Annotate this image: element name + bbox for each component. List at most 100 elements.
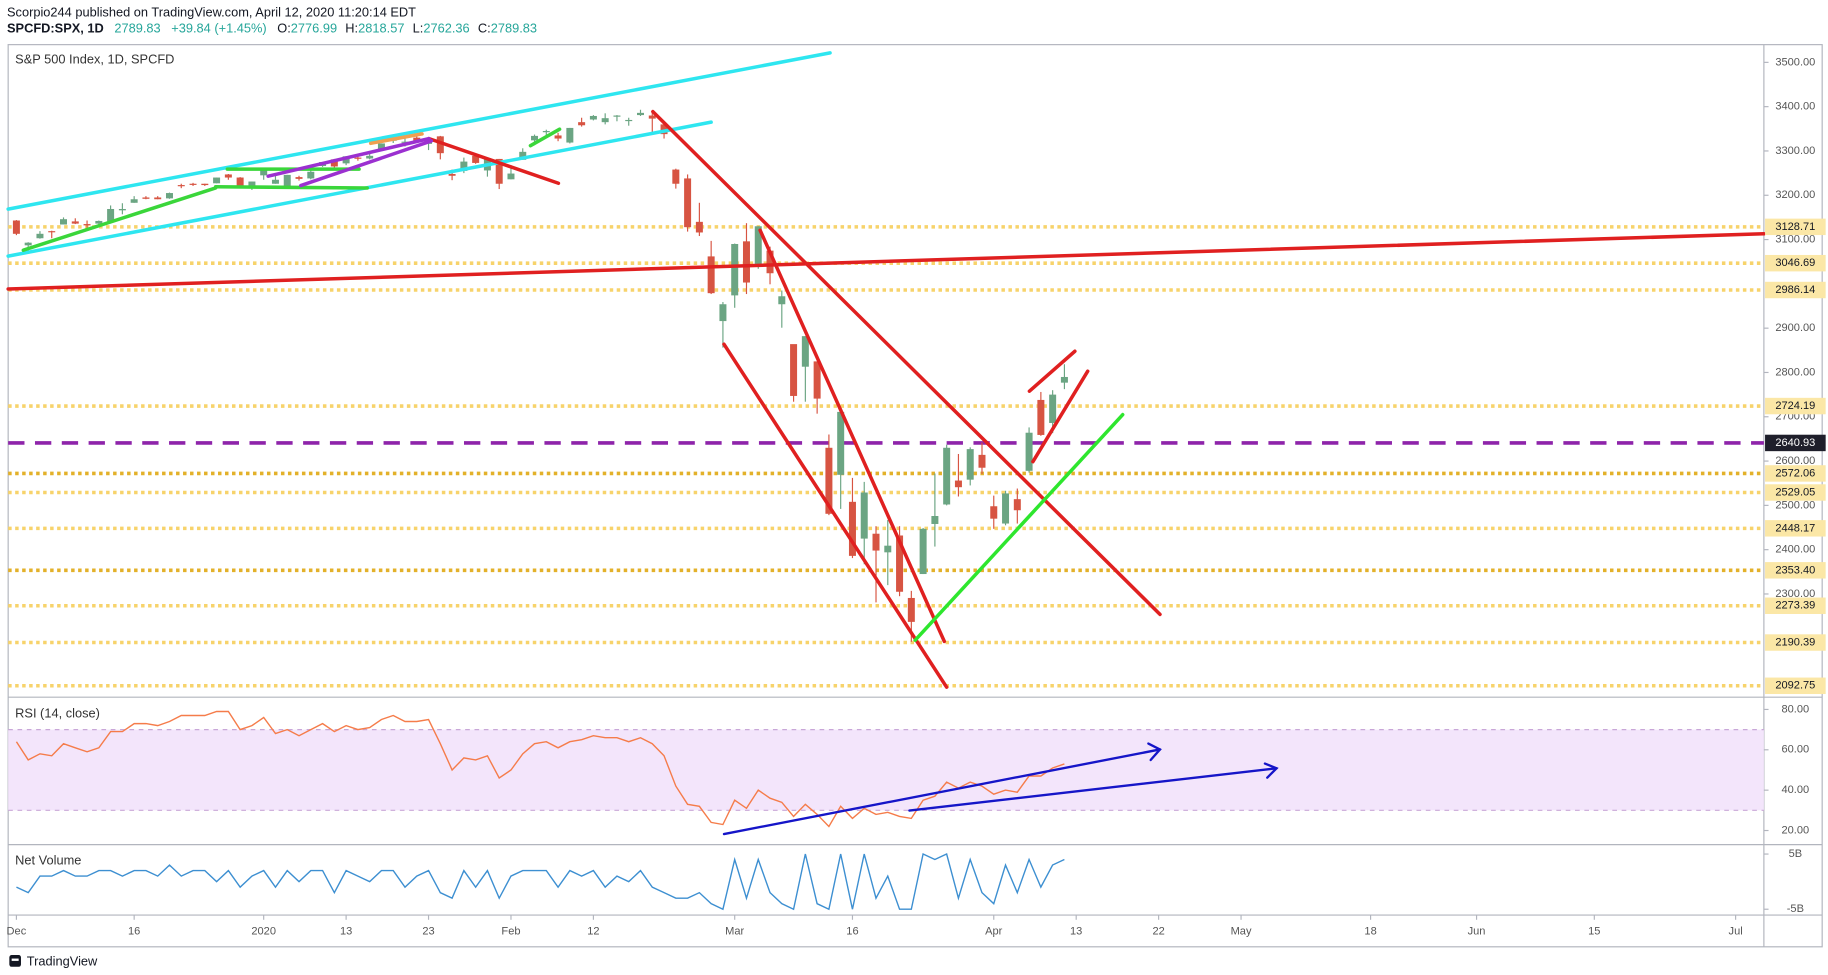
candle-body [707,256,715,294]
y-tick-label: 2900.00 [1775,322,1815,334]
trendline [266,136,431,178]
low-label: L: [413,21,424,36]
high-label: H: [345,21,358,36]
high: 2818.57 [358,21,404,36]
y-tick-label: 3300.00 [1775,145,1815,157]
brand-logo [11,958,19,961]
price-level-tag [1765,597,1826,614]
candle-body [283,174,291,188]
price-level-tag [1765,520,1826,537]
price-level-label: 2986.14 [1775,284,1815,296]
y-tick-label: 2600.00 [1775,455,1815,467]
trendline [913,412,1125,642]
x-tick-label: 2020 [251,925,276,937]
trendline [427,136,561,186]
candle-body [542,131,550,133]
price-level-tag [1765,465,1826,482]
trendline [1031,369,1090,464]
x-tick-label: 18 [1364,925,1376,937]
candle-body [401,141,409,143]
last-price: 2789.83 [114,21,160,36]
indicator-line [16,852,1065,911]
price-level-label: 2724.19 [1775,400,1815,412]
candle-body [613,115,621,117]
candle-body [213,177,221,184]
price-level-label: 2529.05 [1775,486,1815,498]
candle-body [177,185,185,187]
candle-body [660,124,668,135]
candle-body [966,449,974,480]
candle-body [307,171,315,179]
price-level-label: 2353.40 [1775,564,1815,576]
y-tick-label: 3100.00 [1775,233,1815,245]
candle-body [154,197,162,200]
candle-body [731,243,739,296]
pane-title: Net Volume [15,852,81,867]
price-level-tag [1765,218,1826,236]
price-level-tag [1765,397,1826,415]
candle-body [472,155,480,163]
trendline [21,186,218,252]
candle-body [648,115,656,119]
candle-body [766,250,774,274]
candle-body [860,492,868,539]
y-tick-label: 3500.00 [1775,56,1815,68]
y-tick-label: 2400.00 [1775,544,1815,556]
x-tick-label: 16 [846,925,858,937]
candle-body [248,181,256,189]
candle-body [637,112,644,116]
candle-body [954,480,962,488]
price-level-tag [1765,562,1826,579]
trendline [6,51,832,211]
layers [8,61,1769,920]
candle-body [189,183,197,185]
rsi-band [8,729,1764,811]
candle-body [896,535,904,592]
trendline [722,748,1162,836]
candle-body [978,454,986,468]
candle-body [931,516,939,524]
candle-body [943,447,951,505]
candle-body [625,119,633,122]
y-tick-label: 5B [1789,848,1803,860]
price-level-label: 2572.06 [1775,467,1815,479]
candle-body [1013,499,1021,511]
candle-body [990,506,998,519]
pane-title: S&P 500 Index, 1D, SPCFD [15,51,174,66]
candle-body [907,597,915,622]
candle-body [83,224,91,226]
candle-body [507,173,515,180]
price-level-tag [1765,281,1826,299]
candle-body [413,137,421,142]
x-tick-label: Jun [1468,925,1486,937]
candle-body [71,221,79,224]
candle-body [884,545,892,553]
candle-body [436,136,444,154]
candle-body [1025,432,1033,471]
symbol: SPCFD:SPX, 1D [7,21,104,36]
trendline [528,127,562,148]
candle-body [566,127,574,143]
x-tick-label: 12 [587,925,599,937]
x-tick-label: Jul [1729,925,1743,937]
price-level-tag [1765,634,1826,651]
y-tick-label: 40.00 [1782,784,1810,796]
close: 2789.83 [491,21,537,36]
candle-body [813,361,821,399]
candle-body [295,177,303,179]
trendline [908,767,1278,812]
x-tick-label: Dec [7,925,27,937]
candle-body [672,169,680,184]
candle-body [354,157,362,159]
x-tick-label: 23 [422,925,434,937]
y-tick-label: 3400.00 [1775,101,1815,113]
candle-body [95,220,103,224]
candle-body [271,179,279,184]
candle-body [919,528,927,575]
trendline [6,232,1766,291]
candle-body [519,151,527,160]
candle-body [1037,399,1045,435]
candle-body [684,178,692,228]
